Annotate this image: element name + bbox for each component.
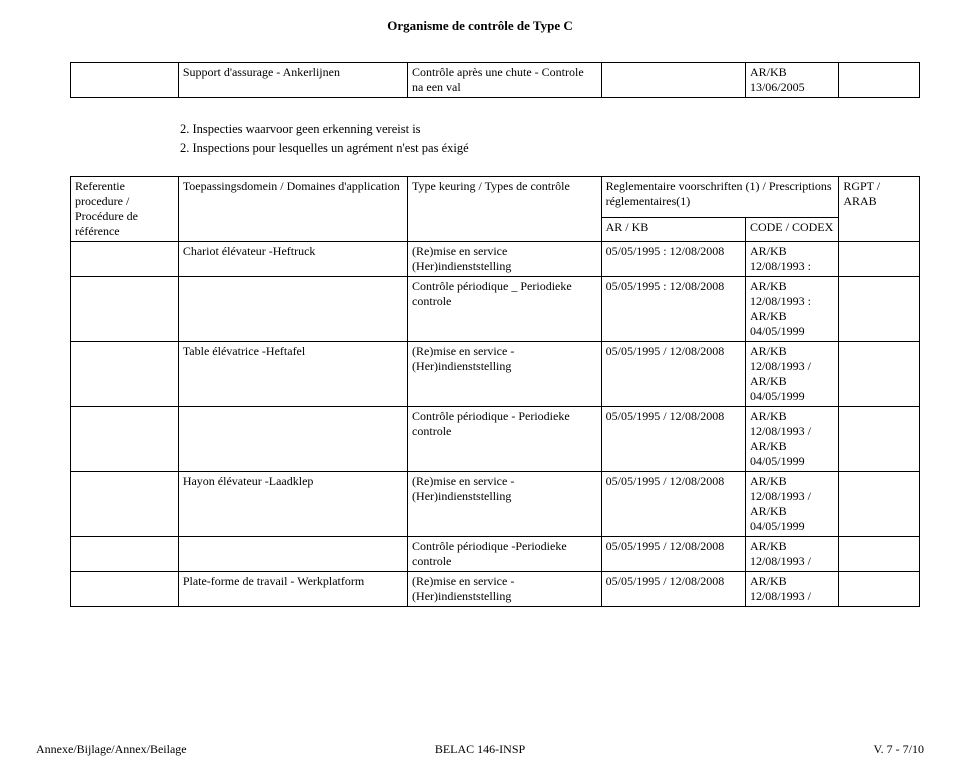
cell-ref [71, 406, 179, 471]
header-domain: Toepassingsdomein / Domaines d'applicati… [178, 176, 407, 241]
table-row: Hayon élévateur -Laadklep (Re)mise en se… [71, 471, 920, 536]
cell-rgpt [839, 471, 920, 536]
numbered-list: 2. Inspecties waarvoor geen erkenning ve… [180, 120, 920, 158]
cell-code: AR/KB 12/08/1993 / [745, 571, 838, 606]
cell-rgpt [839, 276, 920, 341]
cell-domain: Table élévatrice -Heftafel [178, 341, 407, 406]
cell-date: 05/05/1995 / 12/08/2008 [601, 571, 745, 606]
cell-empty [601, 63, 745, 98]
cell-domain [178, 536, 407, 571]
table-row: Contrôle périodique -Periodieke controle… [71, 536, 920, 571]
cell-date: 05/05/1995 / 12/08/2008 [601, 341, 745, 406]
cell-date: 05/05/1995 / 12/08/2008 [601, 536, 745, 571]
cell-rgpt [839, 406, 920, 471]
cell-type: Contrôle périodique - Periodieke control… [408, 406, 602, 471]
page-title: Organisme de contrôle de Type C [0, 0, 960, 62]
header-type: Type keuring / Types de contrôle [408, 176, 602, 241]
table-row: Support d'assurage - Ankerlijnen Contrôl… [71, 63, 920, 98]
cell-date: 05/05/1995 : 12/08/2008 [601, 276, 745, 341]
cell-date: 05/05/1995 : 12/08/2008 [601, 241, 745, 276]
cell-type: (Re)mise en service (Her)indienststellin… [408, 241, 602, 276]
cell-type: (Re)mise en service - (Her)indienststell… [408, 571, 602, 606]
cell-domain: Hayon élévateur -Laadklep [178, 471, 407, 536]
cell-domain [178, 406, 407, 471]
cell-empty [71, 63, 179, 98]
cell-type: Contrôle périodique _ Periodieke control… [408, 276, 602, 341]
cell-date: 05/05/1995 / 12/08/2008 [601, 471, 745, 536]
header-code: CODE / CODEX [745, 217, 838, 241]
cell-code: AR/KB 12/08/1993 / AR/KB 04/05/1999 [745, 406, 838, 471]
footer-center: BELAC 146-INSP [0, 742, 960, 757]
cell-ref [71, 471, 179, 536]
cell-controle: Contrôle après une chute - Controle na e… [408, 63, 602, 98]
cell-code: AR/KB 12/08/1993 / AR/KB 04/05/1999 [745, 341, 838, 406]
cell-code: AR/KB 12/08/1993 : [745, 241, 838, 276]
footer-right: V. 7 - 7/10 [874, 742, 924, 757]
cell-ref [71, 536, 179, 571]
summary-table: Support d'assurage - Ankerlijnen Contrôl… [70, 62, 920, 98]
table-row: Contrôle périodique _ Periodieke control… [71, 276, 920, 341]
cell-type: (Re)mise en service - (Her)indienststell… [408, 471, 602, 536]
cell-date: 05/05/1995 / 12/08/2008 [601, 406, 745, 471]
cell-ref [71, 241, 179, 276]
table-row: Table élévatrice -Heftafel (Re)mise en s… [71, 341, 920, 406]
cell-empty [839, 63, 920, 98]
list-item: 2. Inspecties waarvoor geen erkenning ve… [180, 120, 920, 139]
cell-code: AR/KB 12/08/1993 / [745, 536, 838, 571]
cell-rgpt [839, 341, 920, 406]
content-area: Support d'assurage - Ankerlijnen Contrôl… [70, 62, 920, 607]
cell-arkb: AR/KB 13/06/2005 [745, 63, 838, 98]
cell-ref [71, 276, 179, 341]
header-reglementaire: Reglementaire voorschriften (1) / Prescr… [601, 176, 839, 217]
cell-support: Support d'assurage - Ankerlijnen [178, 63, 407, 98]
cell-ref [71, 571, 179, 606]
cell-domain [178, 276, 407, 341]
cell-domain: Plate-forme de travail - Werkplatform [178, 571, 407, 606]
list-item: 2. Inspections pour lesquelles un agréme… [180, 139, 920, 158]
table-header-row: Referentie procedure / Procédure de réfé… [71, 176, 920, 217]
header-arkb: AR / KB [601, 217, 745, 241]
cell-code: AR/KB 12/08/1993 : AR/KB 04/05/1999 [745, 276, 838, 341]
table-row: Contrôle périodique - Periodieke control… [71, 406, 920, 471]
cell-type: Contrôle périodique -Periodieke controle [408, 536, 602, 571]
cell-type: (Re)mise en service - (Her)indienststell… [408, 341, 602, 406]
main-table: Referentie procedure / Procédure de réfé… [70, 176, 920, 607]
cell-rgpt [839, 241, 920, 276]
header-reference: Referentie procedure / Procédure de réfé… [71, 176, 179, 241]
header-rgpt: RGPT / ARAB [839, 176, 920, 241]
cell-rgpt [839, 571, 920, 606]
cell-ref [71, 341, 179, 406]
cell-code: AR/KB 12/08/1993 / AR/KB 04/05/1999 [745, 471, 838, 536]
table-row: Chariot élévateur -Heftruck (Re)mise en … [71, 241, 920, 276]
cell-rgpt [839, 536, 920, 571]
cell-domain: Chariot élévateur -Heftruck [178, 241, 407, 276]
table-row: Plate-forme de travail - Werkplatform (R… [71, 571, 920, 606]
